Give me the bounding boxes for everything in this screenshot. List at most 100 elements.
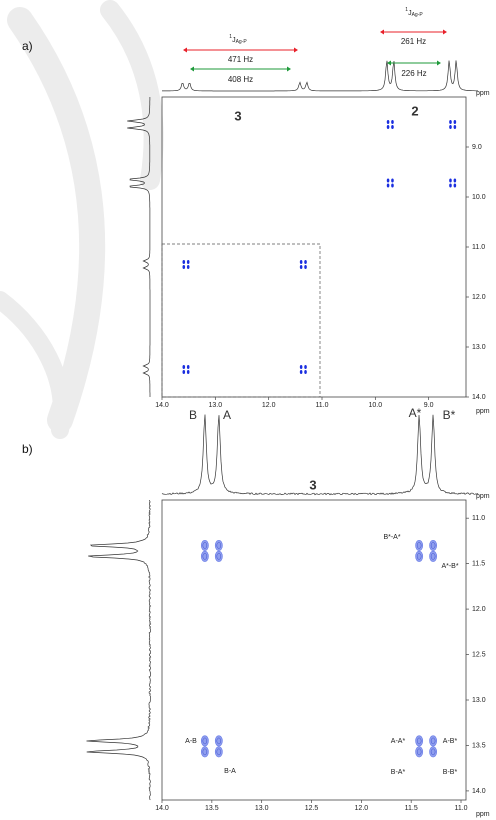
contour <box>430 542 436 549</box>
x-tick-label: 11.0 <box>454 805 467 812</box>
y-tick-label: 12.0 <box>472 606 486 613</box>
y-tick-label: 13.0 <box>472 344 486 351</box>
main: J <box>408 10 412 17</box>
cross-peak <box>415 539 424 551</box>
contour <box>386 120 390 124</box>
peak-label: B*-A* <box>383 534 400 541</box>
contour <box>200 735 209 747</box>
contour <box>182 265 186 269</box>
contour <box>186 365 190 369</box>
left-projection <box>86 499 152 801</box>
contour <box>415 746 424 758</box>
x-axis-label: ppm <box>476 408 490 415</box>
contour <box>449 178 452 183</box>
cross-peak <box>386 178 394 188</box>
cross-peak <box>214 746 223 758</box>
contour <box>214 746 223 758</box>
y-tick-label: 11.5 <box>472 560 485 567</box>
contour <box>186 370 190 374</box>
compound-label: 2 <box>411 103 418 118</box>
contour <box>182 365 186 369</box>
x-tick-label: 9.0 <box>424 402 434 409</box>
cross-peak <box>429 539 438 551</box>
contour <box>391 120 394 124</box>
coupling-value: 471 Hz <box>228 55 253 64</box>
contour <box>429 539 438 551</box>
peak-label: A-B* <box>443 738 458 745</box>
cross-peak <box>200 539 209 551</box>
x-tick-label: 12.5 <box>305 805 319 812</box>
contour <box>415 539 424 551</box>
y-tick-label: 11.0 <box>472 515 485 522</box>
peak-label: B-A <box>224 768 236 775</box>
cross-peak <box>182 260 190 269</box>
contour <box>202 553 208 560</box>
contour <box>304 365 307 369</box>
cross-peak <box>200 746 209 758</box>
contour <box>299 365 303 369</box>
peak-label: A*-B* <box>441 563 458 570</box>
x-tick-label: 13.0 <box>209 402 223 409</box>
contour <box>391 125 394 129</box>
cross-peak <box>429 735 438 747</box>
left-projection <box>127 97 151 397</box>
contour <box>216 553 222 560</box>
coupling-value: 261 Hz <box>401 37 426 46</box>
contour <box>200 539 209 551</box>
contour <box>391 183 394 188</box>
projection-label: A <box>223 408 231 422</box>
x-tick-label: 12.0 <box>355 805 369 812</box>
contour <box>430 553 436 560</box>
y-tick-label: 9.0 <box>472 144 482 151</box>
x-tick-label: 14.0 <box>155 805 169 812</box>
cross-peak <box>214 735 223 747</box>
contour <box>449 183 452 188</box>
contour <box>214 735 223 747</box>
contour <box>216 542 222 549</box>
cross-peak <box>182 365 190 374</box>
contour <box>429 746 438 758</box>
contour <box>416 748 422 756</box>
projection-label: A* <box>409 406 422 420</box>
contour <box>202 748 208 756</box>
contour <box>391 178 394 183</box>
top-projection <box>161 414 479 496</box>
peak-label: A-A* <box>391 738 406 745</box>
contour <box>429 550 438 562</box>
y-tick-label: 13.5 <box>472 742 486 749</box>
peak-label: A-B <box>185 738 197 745</box>
projection-label: B <box>189 408 197 422</box>
contour <box>304 265 307 269</box>
compound-label: 3 <box>309 477 316 492</box>
x-tick-label: 10.0 <box>369 402 383 409</box>
contour <box>416 553 422 560</box>
contour <box>186 260 190 264</box>
compound-label: 3 <box>234 108 241 123</box>
cross-peak <box>299 365 307 374</box>
plot-frame <box>161 96 467 398</box>
x-tick-label: 13.5 <box>205 805 219 812</box>
y-tick-label: 12.5 <box>472 651 486 658</box>
contour <box>214 539 223 551</box>
watermark <box>0 0 164 439</box>
contour <box>415 550 424 562</box>
y-axis-label: ppm <box>476 90 490 97</box>
cross-peak <box>415 550 424 562</box>
sub: Ag-P <box>412 12 424 18</box>
contour <box>304 370 307 374</box>
contour <box>453 178 457 183</box>
x-axis-label: ppm <box>476 811 490 818</box>
contour <box>182 260 186 264</box>
contour <box>200 746 209 758</box>
x-tick-label: 12.0 <box>262 402 276 409</box>
cross-peak <box>429 746 438 758</box>
sub: Ag-P <box>236 39 248 45</box>
contour <box>202 542 208 549</box>
cross-peak <box>449 178 457 188</box>
region-box <box>161 243 321 398</box>
projection-label: B* <box>443 408 456 422</box>
y-tick-label: 14.0 <box>472 394 486 401</box>
cross-peak <box>415 746 424 758</box>
